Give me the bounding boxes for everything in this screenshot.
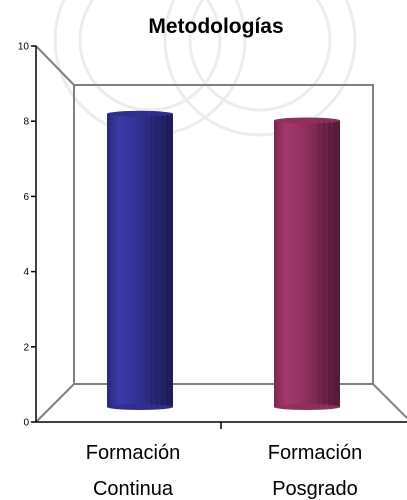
bar-top xyxy=(107,110,173,117)
watermark-arc xyxy=(78,0,222,112)
bar-base xyxy=(107,404,173,410)
category-label: Formación xyxy=(268,442,362,464)
chart-title: Metodologías xyxy=(148,15,283,38)
y-tick-label: 2 xyxy=(23,342,29,353)
bar xyxy=(274,117,340,410)
y-tick-label: 10 xyxy=(18,42,30,53)
bars xyxy=(107,110,340,410)
axes xyxy=(35,46,407,429)
y-tick-label: 6 xyxy=(23,192,29,203)
watermark-arc xyxy=(163,0,357,137)
plot-frame xyxy=(35,45,407,423)
left-wall-top-edge xyxy=(35,45,75,86)
category-label: Posgrado xyxy=(272,478,358,500)
y-tick-label: 8 xyxy=(23,117,29,128)
floor-right-edge xyxy=(372,383,407,419)
category-label: Formación xyxy=(86,442,180,464)
category-label: Continua xyxy=(93,478,174,500)
bar-top xyxy=(274,117,340,124)
y-ticks: 0 2 4 6 8 10 xyxy=(18,42,36,429)
bar-body xyxy=(107,113,173,407)
category-labels: Formación Continua Formación Posgrado xyxy=(86,442,362,500)
watermark-arc xyxy=(188,0,332,112)
bar xyxy=(107,110,173,410)
bar-base xyxy=(274,404,340,410)
floor-left-edge xyxy=(35,383,75,423)
y-tick-label: 4 xyxy=(23,267,29,278)
bar-body xyxy=(274,120,340,408)
y-tick-label: 0 xyxy=(23,418,29,429)
